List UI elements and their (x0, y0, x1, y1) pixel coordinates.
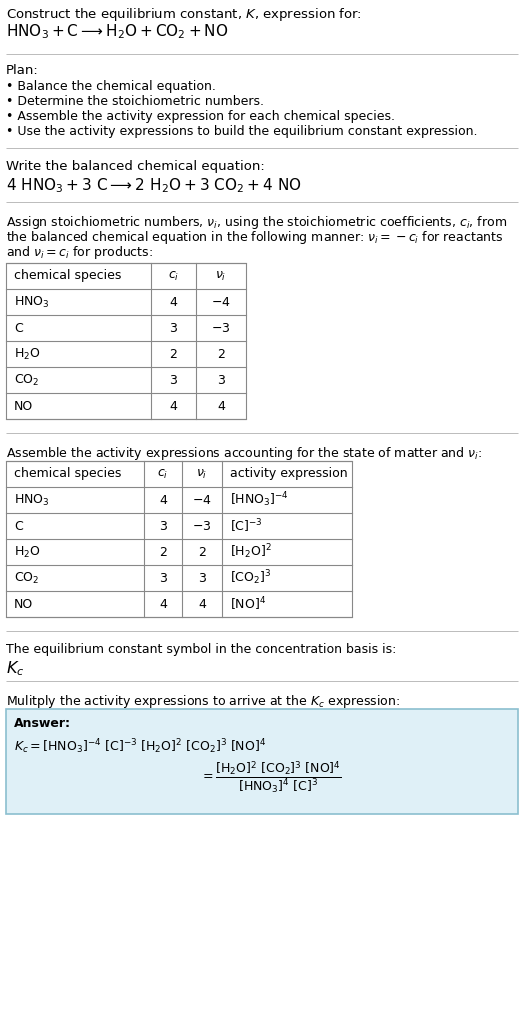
Text: NO: NO (14, 399, 33, 412)
Text: • Assemble the activity expression for each chemical species.: • Assemble the activity expression for e… (6, 110, 395, 123)
Text: 3: 3 (170, 322, 178, 335)
Text: $\nu_i$: $\nu_i$ (215, 270, 227, 283)
Text: NO: NO (14, 597, 33, 611)
Text: $= \dfrac{[\mathrm{H_2O}]^{2}\ [\mathrm{CO_2}]^{3}\ [\mathrm{NO}]^{4}}{[\mathrm{: $= \dfrac{[\mathrm{H_2O}]^{2}\ [\mathrm{… (200, 759, 342, 795)
Text: 3: 3 (159, 572, 167, 584)
Text: 4: 4 (159, 597, 167, 611)
Text: 2: 2 (159, 545, 167, 558)
Text: $\mathrm{H_2O}$: $\mathrm{H_2O}$ (14, 544, 40, 560)
Text: 2: 2 (217, 347, 225, 360)
Text: Assemble the activity expressions accounting for the state of matter and $\nu_i$: Assemble the activity expressions accoun… (6, 445, 482, 461)
Text: $-4$: $-4$ (211, 295, 231, 308)
Text: The equilibrium constant symbol in the concentration basis is:: The equilibrium constant symbol in the c… (6, 643, 396, 657)
Text: $-3$: $-3$ (192, 520, 212, 533)
Text: Mulitply the activity expressions to arrive at the $K_c$ expression:: Mulitply the activity expressions to arr… (6, 693, 400, 710)
Text: • Determine the stoichiometric numbers.: • Determine the stoichiometric numbers. (6, 95, 264, 108)
Text: $c_i$: $c_i$ (168, 270, 179, 283)
Text: 2: 2 (170, 347, 178, 360)
Text: $\nu_i$: $\nu_i$ (196, 468, 208, 481)
Text: 3: 3 (159, 520, 167, 533)
FancyBboxPatch shape (6, 263, 246, 419)
Text: Assign stoichiometric numbers, $\nu_i$, using the stoichiometric coefficients, $: Assign stoichiometric numbers, $\nu_i$, … (6, 214, 507, 231)
Text: • Use the activity expressions to build the equilibrium constant expression.: • Use the activity expressions to build … (6, 125, 477, 138)
Text: 3: 3 (198, 572, 206, 584)
Text: $\mathrm{HNO_3}$: $\mathrm{HNO_3}$ (14, 294, 50, 309)
Text: $-3$: $-3$ (211, 322, 231, 335)
Text: $[\mathrm{CO_2}]^{3}$: $[\mathrm{CO_2}]^{3}$ (230, 569, 271, 587)
Text: $\mathrm{HNO_3}$: $\mathrm{HNO_3}$ (14, 492, 50, 507)
Text: chemical species: chemical species (14, 468, 122, 481)
Text: chemical species: chemical species (14, 270, 122, 283)
Text: 4: 4 (198, 597, 206, 611)
Text: 4: 4 (170, 295, 178, 308)
Text: $K_c$: $K_c$ (6, 659, 25, 678)
Text: 4: 4 (170, 399, 178, 412)
Text: $[\mathrm{HNO_3}]^{-4}$: $[\mathrm{HNO_3}]^{-4}$ (230, 491, 289, 509)
Text: • Balance the chemical equation.: • Balance the chemical equation. (6, 80, 216, 93)
FancyBboxPatch shape (6, 709, 518, 814)
Text: the balanced chemical equation in the following manner: $\nu_i = -c_i$ for react: the balanced chemical equation in the fo… (6, 229, 504, 246)
Text: $c_i$: $c_i$ (157, 468, 169, 481)
Text: $4\ \mathrm{HNO_3} + 3\ \mathrm{C} \longrightarrow 2\ \mathrm{H_2O} + 3\ \mathrm: $4\ \mathrm{HNO_3} + 3\ \mathrm{C} \long… (6, 176, 302, 195)
Text: $\mathrm{HNO_3} + \mathrm{C} \longrightarrow \mathrm{H_2O} + \mathrm{CO_2} + \ma: $\mathrm{HNO_3} + \mathrm{C} \longrighta… (6, 22, 228, 41)
Text: $[\mathrm{NO}]^{4}$: $[\mathrm{NO}]^{4}$ (230, 595, 266, 613)
Text: 4: 4 (159, 493, 167, 506)
Text: $[\mathrm{H_2O}]^{2}$: $[\mathrm{H_2O}]^{2}$ (230, 542, 272, 562)
Text: $\mathrm{CO_2}$: $\mathrm{CO_2}$ (14, 571, 39, 586)
Text: 3: 3 (217, 374, 225, 387)
Text: $K_c = [\mathrm{HNO_3}]^{-4}\ [\mathrm{C}]^{-3}\ [\mathrm{H_2O}]^{2}\ [\mathrm{C: $K_c = [\mathrm{HNO_3}]^{-4}\ [\mathrm{C… (14, 737, 266, 756)
Text: C: C (14, 322, 23, 335)
Text: activity expression: activity expression (230, 468, 347, 481)
Text: C: C (14, 520, 23, 533)
Text: 3: 3 (170, 374, 178, 387)
Text: Write the balanced chemical equation:: Write the balanced chemical equation: (6, 160, 265, 173)
Text: Answer:: Answer: (14, 717, 71, 730)
Text: Construct the equilibrium constant, $K$, expression for:: Construct the equilibrium constant, $K$,… (6, 6, 362, 23)
Text: $\mathrm{H_2O}$: $\mathrm{H_2O}$ (14, 346, 40, 361)
Text: 4: 4 (217, 399, 225, 412)
Text: $-4$: $-4$ (192, 493, 212, 506)
Text: $\mathrm{CO_2}$: $\mathrm{CO_2}$ (14, 373, 39, 388)
Text: 2: 2 (198, 545, 206, 558)
Text: $[\mathrm{C}]^{-3}$: $[\mathrm{C}]^{-3}$ (230, 518, 263, 535)
Text: Plan:: Plan: (6, 64, 39, 77)
Text: and $\nu_i = c_i$ for products:: and $\nu_i = c_i$ for products: (6, 244, 153, 261)
FancyBboxPatch shape (6, 461, 352, 617)
